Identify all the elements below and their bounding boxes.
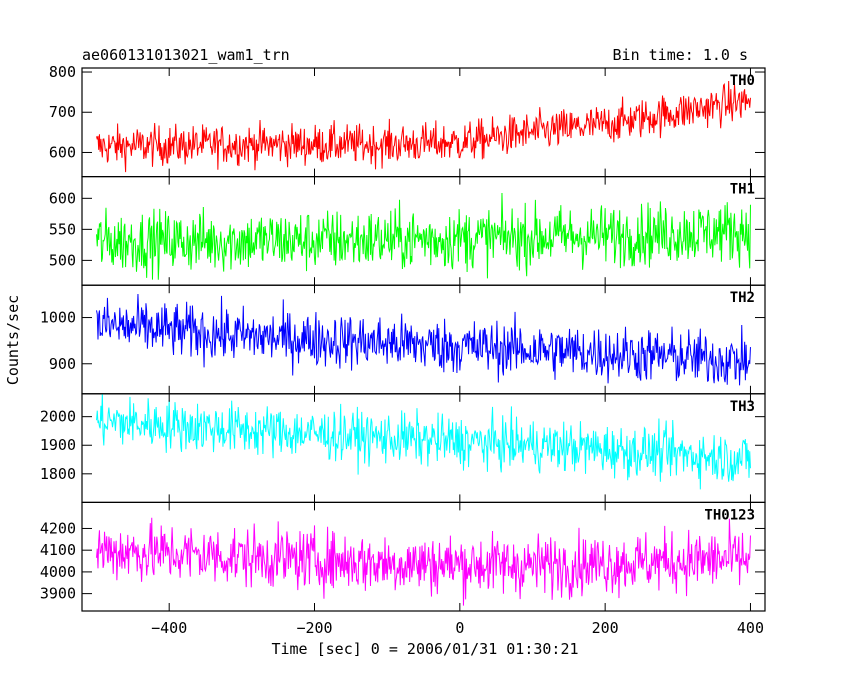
y-tick-label-th0123: 3900 — [40, 585, 76, 603]
x-tick-label: −400 — [151, 619, 187, 637]
y-tick-label-th1: 550 — [49, 220, 76, 238]
panel-frame-th0 — [81, 67, 766, 178]
series-line-th3 — [96, 393, 751, 490]
panel-frame-th2 — [81, 284, 766, 395]
y-tick-label-th1: 600 — [49, 189, 76, 207]
panel-name-th2: TH2 — [730, 290, 755, 306]
y-tick-label-th1: 500 — [49, 251, 76, 269]
x-tick-label: 400 — [737, 619, 764, 637]
y-tick-label-th0123: 4100 — [40, 541, 76, 559]
y-tick-label-th0: 800 — [49, 63, 76, 81]
y-tick-label-th2: 900 — [49, 355, 76, 373]
chart-header-left: ae060131013021_wam1_trn — [82, 46, 290, 64]
series-line-th1 — [96, 193, 751, 280]
y-tick-label-th0123: 4000 — [40, 563, 76, 581]
series-line-th2 — [96, 294, 751, 386]
panel-name-th0123: TH0123 — [704, 507, 755, 523]
y-axis-label: Counts/sec — [4, 295, 22, 385]
y-tick-label-th3: 1800 — [40, 465, 76, 483]
y-tick-label-th3: 1900 — [40, 436, 76, 454]
y-tick-label-th0: 600 — [49, 143, 76, 161]
panel-name-th3: TH3 — [730, 399, 755, 415]
y-tick-label-th2: 1000 — [40, 309, 76, 327]
x-tick-label: 200 — [592, 619, 619, 637]
panel-name-th1: TH1 — [730, 182, 755, 198]
x-tick-label: 0 — [455, 619, 464, 637]
panel-name-th0: TH0 — [730, 73, 755, 89]
chart-header-right: Bin time: 1.0 s — [613, 46, 748, 64]
panel-frame-th0123 — [81, 501, 766, 612]
series-line-th0 — [96, 81, 751, 173]
y-tick-label-th0123: 4200 — [40, 519, 76, 537]
x-axis-label: Time [sec] 0 = 2006/01/31 01:30:21 — [271, 640, 578, 658]
x-tick-label: −200 — [296, 619, 332, 637]
y-tick-label-th3: 2000 — [40, 408, 76, 426]
panels-group: 600 700 800 TH0 500 550 600 TH1 900 1000 TH2 1800 19… — [40, 63, 766, 637]
series-line-th0123 — [96, 517, 751, 606]
y-tick-label-th0: 700 — [49, 103, 76, 121]
